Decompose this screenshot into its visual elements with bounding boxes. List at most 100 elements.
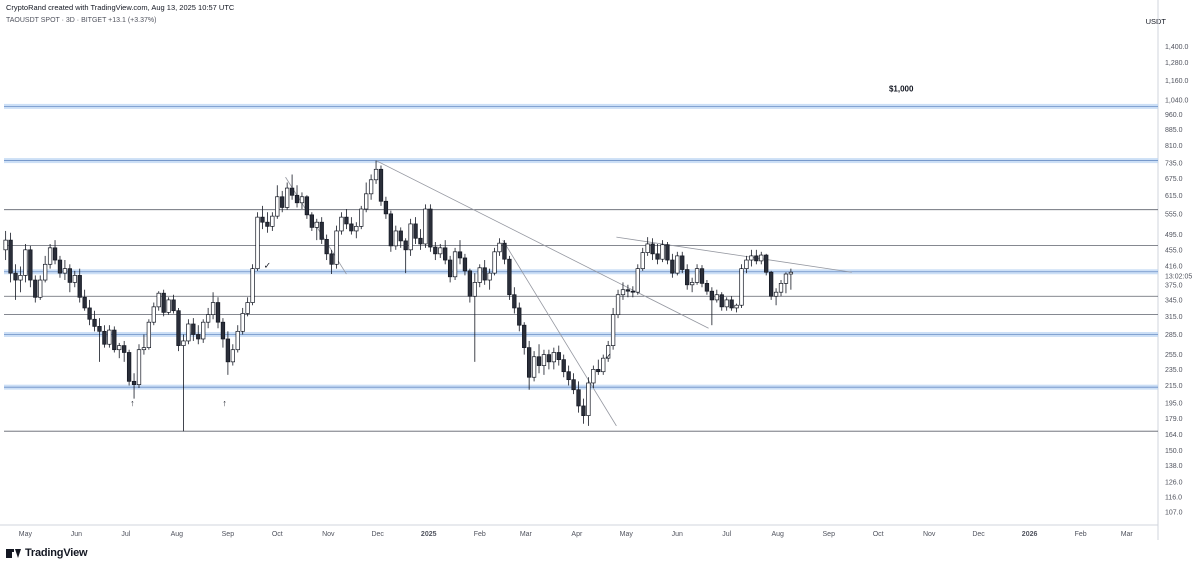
x-tick-label-4: Sep <box>222 531 235 538</box>
candle-body-5 <box>28 249 33 281</box>
candle-body-69 <box>344 216 349 225</box>
x-tick-label-22: Mar <box>1121 531 1134 538</box>
candle-body-31 <box>156 292 161 308</box>
candle-body-56 <box>280 196 285 208</box>
candle-body-70 <box>349 223 354 232</box>
candle-body-47 <box>235 330 240 351</box>
candle-body-138 <box>685 269 690 286</box>
candle-body-45 <box>225 338 231 363</box>
y-tick-label-15: 416.0 <box>1165 264 1183 271</box>
candle-body-6 <box>33 279 38 298</box>
candle-body-17 <box>87 307 92 320</box>
tradingview-brand: TradingView <box>25 547 88 559</box>
candle-body-22 <box>112 329 117 351</box>
annotation-mark-4: ✓ <box>604 352 612 362</box>
candle-body-155 <box>768 271 774 297</box>
y-tick-label-5: 164.0 <box>1165 432 1183 439</box>
x-tick-label-2: Jul <box>121 531 130 538</box>
candle-body-110 <box>546 354 552 363</box>
candle-body-39 <box>196 334 201 340</box>
x-tick-label-5: Oct <box>272 531 283 538</box>
candle-body-133 <box>660 244 665 260</box>
x-tick-label-17: Oct <box>873 531 884 538</box>
price-change: +13.1 (+3.37%) <box>108 17 157 24</box>
candle-body-136 <box>675 255 680 274</box>
candle-body-0 <box>3 239 8 251</box>
candle-body-87 <box>433 246 438 255</box>
x-tick-label-1: Jun <box>71 531 82 538</box>
candle-body-81 <box>403 240 408 251</box>
trendline-2 <box>502 239 617 427</box>
candle-body-9 <box>47 247 53 265</box>
candle-body-21 <box>107 329 112 345</box>
candle-body-159 <box>788 271 794 275</box>
candle-body-2 <box>13 272 18 281</box>
candle-body-121 <box>601 357 606 373</box>
candle-body-61 <box>304 196 310 216</box>
candle-body-144 <box>714 294 719 301</box>
candle-body-85 <box>423 208 428 245</box>
y-tick-label-2: 126.0 <box>1165 480 1183 487</box>
candle-body-37 <box>186 323 191 342</box>
candle-body-25 <box>126 352 132 382</box>
candle-body-106 <box>526 347 532 378</box>
candle-body-49 <box>245 302 250 314</box>
candle-body-134 <box>665 244 670 261</box>
symbol-name: TAOUSDT SPOT · 3D · BITGET <box>6 17 107 24</box>
y-tick-label-4: 150.0 <box>1165 448 1183 455</box>
candle-body-19 <box>97 326 102 332</box>
current-price-countdown: 13:02:05 <box>1165 274 1192 281</box>
candle-body-16 <box>82 296 87 309</box>
candle-body-80 <box>398 230 403 242</box>
candle-body-51 <box>255 216 260 270</box>
candle-body-147 <box>729 299 734 309</box>
tradingview-logo-icon <box>6 548 21 558</box>
candle-body-23 <box>117 345 122 351</box>
candle-body-126 <box>625 289 631 292</box>
candle-body-11 <box>57 259 63 274</box>
candle-body-149 <box>739 268 744 306</box>
candle-body-63 <box>314 221 319 228</box>
candle-body-76 <box>378 168 384 202</box>
candle-body-102 <box>507 258 512 296</box>
x-tick-label-19: Dec <box>972 531 985 538</box>
candle-body-103 <box>512 294 517 309</box>
candle-body-131 <box>650 243 655 255</box>
candle-body-54 <box>270 215 275 227</box>
candle-body-75 <box>373 168 379 181</box>
candle-body-148 <box>734 304 739 309</box>
candle-body-132 <box>655 253 660 260</box>
candle-body-94 <box>467 270 473 297</box>
y-tick-label-26: 1,160.0 <box>1165 78 1188 85</box>
candle-body-83 <box>413 223 418 239</box>
candle-body-41 <box>205 314 211 323</box>
candle-body-78 <box>388 213 394 247</box>
candle-body-32 <box>161 292 166 313</box>
candle-body-53 <box>265 221 270 227</box>
candle-body-74 <box>368 179 374 195</box>
y-tick-label-17: 495.0 <box>1165 232 1183 239</box>
x-tick-label-13: Jun <box>672 531 683 538</box>
candle-body-154 <box>764 254 769 273</box>
candle-body-44 <box>220 321 226 340</box>
candle-body-73 <box>364 193 369 210</box>
candle-body-40 <box>201 321 206 340</box>
candle-body-158 <box>783 273 789 284</box>
candle-body-95 <box>472 282 477 297</box>
candle-body-127 <box>630 290 636 293</box>
candle-body-119 <box>591 369 596 384</box>
y-tick-label-28: 1,400.0 <box>1165 44 1188 51</box>
candle-body-139 <box>689 282 695 286</box>
candle-body-92 <box>457 251 463 259</box>
candle-body-24 <box>122 345 127 353</box>
candle-body-115 <box>571 379 576 391</box>
candle-body-15 <box>77 275 82 298</box>
y-tick-label-19: 615.0 <box>1165 193 1183 200</box>
candle-body-13 <box>67 268 72 283</box>
candle-body-43 <box>215 302 221 323</box>
candle-body-55 <box>275 196 280 217</box>
y-tick-label-18: 555.0 <box>1165 211 1183 218</box>
candle-body-118 <box>586 382 591 416</box>
candle-body-123 <box>610 314 616 346</box>
